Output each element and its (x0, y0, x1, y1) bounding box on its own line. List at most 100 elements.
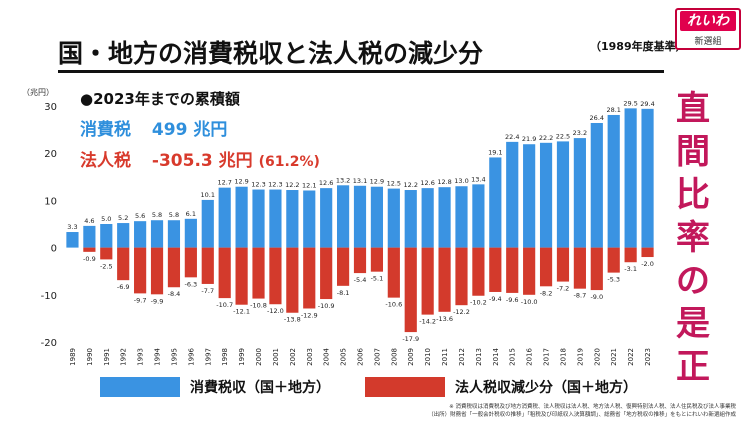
corporate-data-label: -13.8 (284, 316, 301, 324)
consumption-data-label: 12.2 (285, 181, 299, 189)
corporate-bar (556, 247, 570, 282)
consumption-bar (320, 188, 333, 248)
corporate-bar (421, 247, 434, 315)
side-char: 正 (676, 347, 710, 387)
corporate-bar (320, 247, 333, 300)
corporate-bar (370, 247, 384, 272)
corporate-data-label: -12.1 (233, 308, 250, 316)
corporate-data-label: -9.7 (134, 296, 147, 304)
corporate-bar (235, 247, 248, 305)
consumption-bar (573, 138, 586, 248)
consumption-value: 499 兆円 (151, 120, 228, 140)
consumption-data-label: 4.6 (84, 217, 94, 225)
corporate-bar (472, 247, 485, 296)
corporate-bar (387, 247, 400, 298)
footnote-line: （出所）財務省「一般会計税収の推移」「租税及び印紙収入決算額調」、総務省「地方税… (428, 412, 736, 418)
consumption-data-label: 12.3 (268, 181, 282, 189)
corporate-label: 法人税 (80, 151, 131, 171)
corporate-data-label: -13.6 (436, 315, 453, 323)
consumption-bar (387, 188, 400, 248)
x-tick-label: 1997 (204, 348, 212, 366)
side-slogan: 直 間 比 率 の 是 正 (668, 88, 718, 389)
x-tick-label: 2014 (492, 347, 500, 365)
corporate-bar (523, 247, 536, 295)
corporate-bar (252, 247, 265, 299)
side-char: 是 (676, 304, 710, 344)
x-tick-label: 2022 (627, 348, 635, 366)
consumption-data-label: 5.6 (135, 212, 145, 220)
legend-swatch-blue (100, 377, 180, 397)
y-tick-label: 0 (51, 244, 57, 255)
consumption-bar (150, 220, 164, 248)
consumption-bar (370, 186, 384, 248)
consumption-data-label: 13.1 (353, 177, 367, 185)
corporate-bar (607, 247, 620, 273)
consumption-bar (117, 223, 130, 248)
corporate-bar (404, 247, 417, 333)
x-axis-ticks: 1989 1990 1991 1992 1993 1994 1995 1996 1997 1998… (69, 347, 652, 365)
corporate-data-label: -6.3 (185, 280, 198, 288)
logo-sub-text: 新選組 (694, 37, 722, 47)
corporate-bar (83, 247, 96, 252)
x-tick-label: 2019 (576, 348, 584, 366)
consumption-bar (134, 221, 147, 248)
consumption-bar (641, 108, 654, 248)
consumption-bar (218, 187, 231, 248)
x-tick-label: 1996 (187, 347, 195, 365)
summary-heading: ●2023年までの累積額 (80, 90, 240, 108)
consumption-bar (607, 114, 620, 248)
corporate-data-label: -9.9 (151, 297, 164, 305)
consumption-data-label: 29.4 (640, 100, 654, 108)
corporate-data-label: -12.0 (267, 307, 284, 315)
x-tick-label: 2006 (357, 347, 365, 365)
x-tick-label: 2000 (255, 348, 263, 366)
consumption-bar (523, 144, 536, 248)
x-tick-label: 2015 (509, 348, 517, 366)
consumption-bar (201, 199, 214, 248)
summary-corporate-row: 法人税 -305.3 兆円 (61.2%) (80, 146, 320, 171)
corporate-data-label: -17.9 (402, 335, 419, 343)
consumption-data-label: 13.4 (471, 175, 485, 183)
consumption-data-label: 3.3 (67, 223, 77, 231)
corporate-data-label: -7.2 (557, 285, 570, 293)
legend-swatch-red (365, 377, 445, 397)
consumption-data-label: 12.9 (234, 178, 248, 186)
consumption-data-label: 22.5 (556, 132, 570, 140)
consumption-bar (286, 190, 299, 248)
corporate-bar (303, 247, 316, 309)
consumption-data-label: 5.8 (152, 211, 162, 219)
corporate-data-label: -9.0 (590, 293, 603, 301)
x-tick-label: 2004 (323, 347, 331, 365)
consumption-bar (404, 190, 417, 248)
consumption-data-label: 28.1 (606, 106, 620, 114)
x-tick-label: 2001 (272, 348, 280, 366)
title-underline (58, 70, 664, 73)
side-char: の (676, 261, 710, 301)
page-title: 国・地方の消費税収と法人税の減少分 (58, 39, 484, 68)
corporate-data-label: -5.1 (371, 275, 384, 283)
corporate-bar (167, 247, 181, 288)
corporate-data-label: -10.2 (470, 299, 487, 307)
consumption-data-label: 5.0 (101, 215, 111, 223)
x-tick-label: 2013 (475, 348, 483, 366)
corporate-data-label: -5.4 (354, 276, 367, 284)
x-tick-label: 2009 (407, 348, 415, 366)
consumption-bar (539, 142, 553, 248)
corporate-data-label: -9.6 (506, 296, 519, 304)
corporate-bar (573, 247, 586, 289)
legend-item-corporate: 法人税収減少分（国＋地方） (365, 377, 637, 397)
corporate-data-label: -10.0 (521, 298, 538, 306)
x-tick-label: 2002 (289, 348, 297, 366)
x-tick-label: 1990 (86, 348, 94, 366)
y-tick-label: 20 (44, 149, 57, 160)
y-tick-label: 30 (44, 102, 57, 113)
consumption-data-label: 5.8 (169, 211, 179, 219)
x-tick-label: 1999 (238, 348, 246, 366)
corporate-bar (336, 247, 350, 286)
x-tick-label: 2008 (390, 348, 398, 366)
corporate-data-label: -10.7 (216, 301, 233, 309)
x-tick-label: 1998 (221, 348, 229, 366)
y-tick-label: -20 (41, 338, 57, 349)
y-axis-ticks: 30 20 10 0 -10 -20 (41, 102, 57, 349)
consumption-bar (472, 184, 485, 248)
